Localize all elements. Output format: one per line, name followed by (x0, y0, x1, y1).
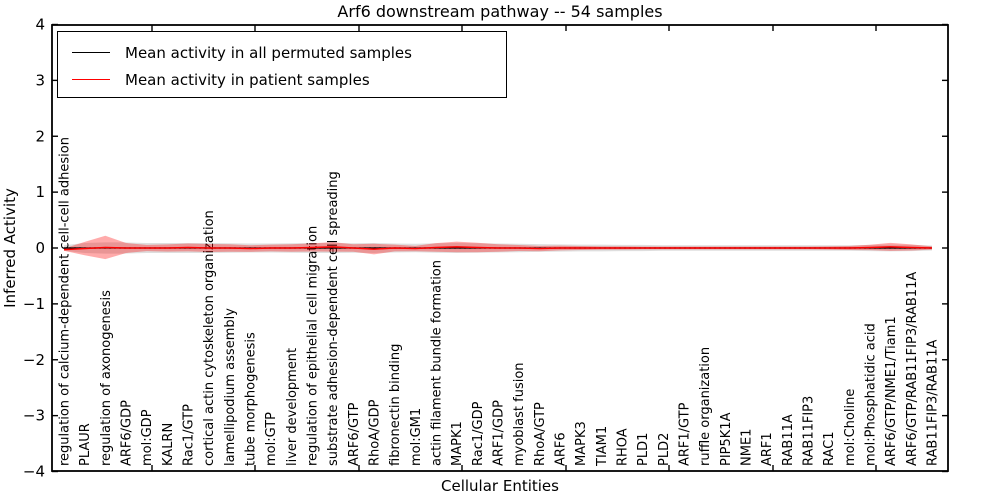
y-tick-label: 2 (35, 127, 45, 145)
x-category-label: ARF6/GTP/NME1/Tiam1 (884, 316, 899, 466)
x-axis-title: Cellular Entities (441, 477, 559, 495)
y-tick-label: −4 (23, 463, 45, 481)
x-category-label: MAPK3 (574, 421, 589, 466)
y-tick-label: 4 (35, 16, 45, 34)
x-category-label: fibronectin binding (388, 344, 403, 466)
x-category-label: PLAUR (78, 423, 93, 466)
x-category-label: RAB11FIP3 (802, 396, 817, 466)
x-category-label: TIAM1 (595, 426, 610, 467)
x-category-label: cortical actin cytoskeleton organization (202, 210, 217, 466)
x-category-label: KALRN (161, 423, 176, 466)
x-category-label: mol:Phosphatidic acid (864, 323, 879, 466)
x-category-label: myoblast fusion (512, 362, 527, 466)
legend-label-patient: Mean activity in patient samples (125, 70, 370, 89)
x-category-label: RAB11FIP3/RAB11A (926, 339, 941, 466)
x-category-label: ARF6/GTP (347, 402, 362, 466)
patient-mean-line (63, 246, 933, 251)
x-category-label: RAC1 (822, 431, 837, 466)
x-category-label: ruffle organization (698, 347, 713, 466)
x-category-label: mol:GDP (140, 409, 155, 466)
x-category-label: regulation of calcium-dependent cell-cel… (58, 137, 73, 466)
x-category-label: actin filament bundle formation (430, 260, 445, 466)
y-tick-label: −3 (23, 407, 45, 425)
y-tick-label: 3 (35, 71, 45, 89)
x-category-label: lamellipodium assembly (223, 308, 238, 466)
x-category-label: PLD2 (657, 433, 672, 466)
x-category-label: ARF1/GDP (492, 400, 507, 466)
x-category-label: ARF6/GDP (120, 400, 135, 466)
legend-label-permuted: Mean activity in all permuted samples (125, 43, 412, 62)
x-category-label: ARF6 (554, 432, 569, 466)
x-category-label: tube morphogenesis (244, 332, 259, 466)
x-category-label: RHOA (616, 428, 631, 466)
chart-title: Arf6 downstream pathway -- 54 samples (337, 2, 663, 21)
x-category-label: RAB11A (781, 414, 796, 466)
x-category-label: NME1 (740, 429, 755, 466)
patient-line-sample-icon (72, 79, 110, 80)
x-category-label: PIP5K1A (719, 412, 734, 466)
x-category-label: PLD1 (636, 433, 651, 466)
legend: Mean activity in all permuted samples Me… (57, 31, 507, 98)
x-category-label: ARF6/GTP/RAB11FIP3/RAB11A (905, 272, 920, 466)
x-category-label: regulation of epithelial cell migration (306, 226, 321, 466)
x-category-label: RhoA/GTP (533, 402, 548, 466)
y-tick-label: −2 (23, 351, 45, 369)
y-tick-label: −1 (23, 295, 45, 313)
x-category-label: ARF1/GTP (678, 402, 693, 466)
legend-item-patient: Mean activity in patient samples (58, 66, 506, 93)
y-tick-label: 0 (35, 239, 45, 257)
legend-item-permuted: Mean activity in all permuted samples (58, 39, 506, 66)
x-category-label: mol:Choline (843, 389, 858, 466)
permuted-line-sample-icon (72, 52, 110, 53)
x-category-label: liver development (285, 348, 300, 466)
x-category-label: MAPK1 (450, 421, 465, 466)
y-tick-label: 1 (35, 183, 45, 201)
x-category-label: RhoA/GDP (368, 399, 383, 466)
x-category-label: substrate adhesion-dependent cell spread… (326, 171, 341, 466)
x-category-label: Rac1/GDP (471, 401, 486, 466)
x-category-label: mol:GM1 (409, 408, 424, 466)
x-category-label: mol:GTP (264, 412, 279, 466)
x-category-label: Rac1/GTP (182, 404, 197, 466)
x-category-label: regulation of axonogenesis (99, 290, 114, 466)
x-category-label: ARF1 (760, 432, 775, 466)
